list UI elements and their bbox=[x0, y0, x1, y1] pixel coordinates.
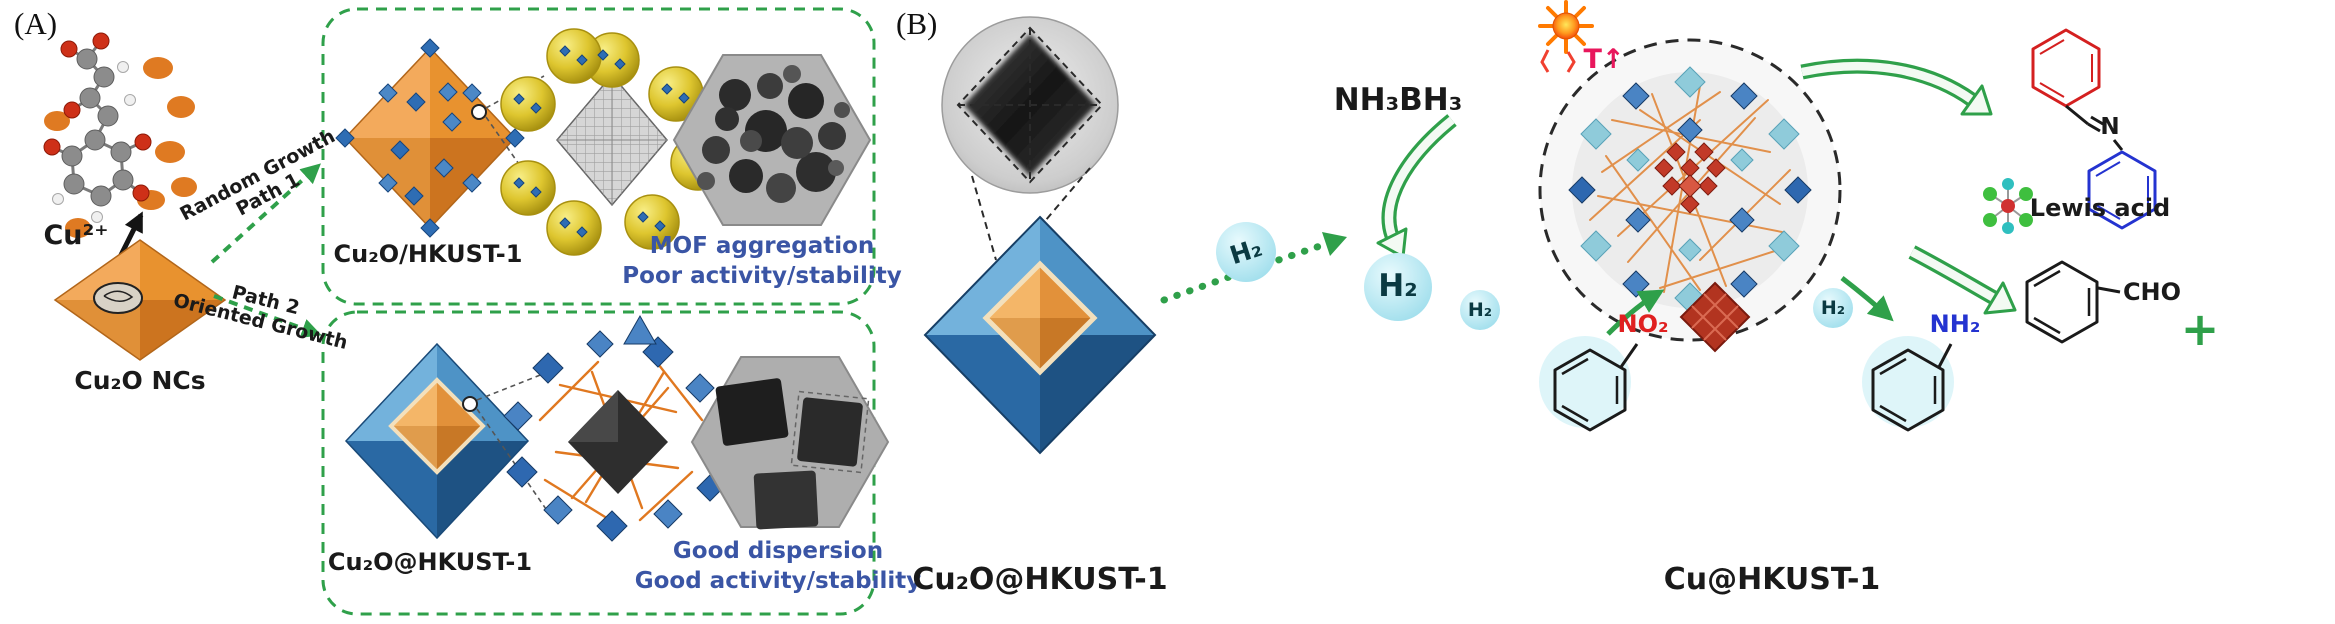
poor-activity-caption: Poor activity/stability bbox=[622, 263, 902, 289]
h2-small-left-label: H₂ bbox=[1467, 299, 1493, 321]
random-product-label: Cu₂O/HKUST-1 bbox=[333, 240, 523, 268]
h2-bubble-on-arrow bbox=[1216, 222, 1276, 282]
aniline-molecule bbox=[1871, 343, 1953, 432]
h2-small-bubble-left bbox=[1460, 290, 1500, 330]
cu-ion-blobs bbox=[44, 57, 197, 238]
reaction-circle bbox=[1538, 38, 1842, 342]
btc-molecule bbox=[43, 32, 197, 238]
panel-b-label: (B) bbox=[896, 6, 938, 41]
panel-a-art bbox=[43, 7, 890, 616]
oriented-zoom-cluster bbox=[503, 314, 733, 542]
green-arrow-nitro-in bbox=[1606, 289, 1665, 336]
good-activity-caption: Good activity/stability bbox=[634, 568, 922, 594]
temperature-label: T↑ bbox=[1583, 44, 1625, 75]
nitro-group-label: NO₂ bbox=[1617, 310, 1669, 338]
cu-ion-arrow bbox=[117, 211, 144, 259]
amine-group-label: NH₂ bbox=[1929, 310, 1981, 338]
panel-a-label: (A) bbox=[14, 6, 58, 41]
lewis-acid-icon bbox=[1983, 178, 2033, 234]
green-arrow-h2-release bbox=[1376, 114, 1457, 259]
precursor-label: Cu₂O@HKUST-1 bbox=[912, 562, 1168, 597]
heat-ray bbox=[1540, 49, 1550, 73]
benzaldehyde-molecule bbox=[2025, 260, 2121, 344]
h2-small-right-label: H₂ bbox=[1820, 297, 1846, 319]
oriented-product-label: Cu₂O@HKUST-1 bbox=[327, 548, 533, 576]
heat-ray bbox=[1566, 51, 1576, 73]
h2-released-label: H₂ bbox=[1378, 268, 1418, 304]
plus-sign: + bbox=[2180, 302, 2220, 356]
oriented-core-shell-octahedron bbox=[344, 342, 549, 540]
sun-icon bbox=[1538, 0, 1594, 73]
zoom-marker-circle bbox=[471, 104, 487, 120]
random-growth-octahedron bbox=[335, 38, 545, 238]
imine-molecule bbox=[2031, 28, 2157, 230]
random-tem-image bbox=[672, 54, 872, 226]
cu2o-nanocrystal bbox=[53, 239, 227, 361]
h2-released-bubble bbox=[1364, 253, 1432, 321]
dashed-box-random bbox=[321, 7, 876, 306]
growth-arrow-path1 bbox=[210, 163, 321, 264]
green-arrow-amine-out bbox=[1840, 276, 1894, 322]
lewis-acid-label: Lewis acid bbox=[2029, 194, 2171, 222]
aldehyde-group-label: CHO bbox=[2122, 278, 2182, 306]
green-arrow-to-benzaldehyde bbox=[1908, 245, 2017, 315]
tem-inset-circle bbox=[941, 16, 1119, 275]
mof-aggregation-caption: MOF aggregation bbox=[649, 233, 875, 259]
oriented-tem-image bbox=[690, 356, 890, 530]
ammonia-borane-label: NH₃BH₃ bbox=[1333, 82, 1463, 118]
h2-dotted-arrow bbox=[1160, 222, 1347, 304]
h2-small-bubble-right bbox=[1813, 288, 1853, 328]
growth-arrow-path2 bbox=[213, 294, 322, 338]
green-arrow-to-imine bbox=[1800, 58, 1993, 116]
nitrobenzene-molecule bbox=[1553, 343, 1639, 432]
cu-core-cluster bbox=[1654, 142, 1726, 214]
precursor-octahedron bbox=[923, 215, 1157, 455]
bubble-behind-aniline bbox=[1862, 336, 1954, 428]
imine-nitrogen-label: N bbox=[2100, 114, 2120, 140]
zoom-marker-circle bbox=[462, 396, 478, 412]
good-dispersion-caption: Good dispersion bbox=[672, 538, 884, 564]
product-label: Cu@HKUST-1 bbox=[1663, 562, 1881, 597]
cu-ion-label: Cu²⁺ bbox=[43, 220, 109, 251]
cu-nanocrystal-icon bbox=[1679, 281, 1751, 353]
cu2o-ncs-label: Cu₂O NCs bbox=[74, 366, 206, 395]
panel-b-art bbox=[923, 0, 2157, 455]
